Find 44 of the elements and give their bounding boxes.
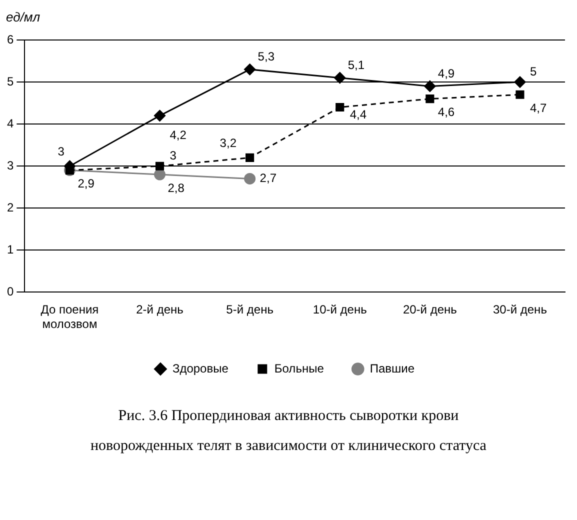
y-tick-label: 4 bbox=[6, 116, 14, 130]
point bbox=[244, 172, 256, 184]
text: Рис. 3.6 Пропердиновая активность сыворотки крови новорожденных телят в зависимости от клинического статуса bbox=[90, 407, 488, 456]
x-tick-label: 2-й день bbox=[136, 302, 184, 317]
y-axis-title: ед/мл bbox=[6, 10, 41, 25]
y-tick-label: 1 bbox=[6, 242, 14, 256]
x-tick-label: До поения молозвом bbox=[40, 302, 99, 332]
data-label: 5,1 bbox=[348, 58, 365, 72]
data-label: 3,2 bbox=[220, 136, 237, 150]
data-label: 4,4 bbox=[350, 108, 367, 122]
legend-label: Больные bbox=[274, 361, 324, 376]
legend-label: Здоровые bbox=[172, 361, 229, 376]
point bbox=[154, 168, 166, 180]
x-tick-label: 10-й день bbox=[312, 302, 367, 317]
point bbox=[336, 102, 344, 112]
data-label: 4,2 bbox=[170, 128, 187, 142]
data-label: 4,9 bbox=[438, 66, 455, 81]
data-label: 4,7 bbox=[530, 100, 547, 115]
x-tick-label: 5-й день bbox=[226, 302, 274, 317]
data-label: 5,3 bbox=[258, 50, 275, 64]
data-label: 3 bbox=[58, 144, 65, 158]
point bbox=[334, 72, 346, 84]
y-tick-label: 0 bbox=[6, 284, 14, 299]
data-label: 4,6 bbox=[438, 105, 455, 120]
y-tick-label: 5 bbox=[6, 74, 14, 88]
y-tick-label: 6 bbox=[6, 32, 14, 46]
x-tick-label: 20-й день bbox=[402, 302, 457, 317]
point bbox=[514, 76, 526, 88]
point bbox=[246, 153, 254, 162]
data-label: 2,7 bbox=[260, 171, 277, 186]
data-label: 2,8 bbox=[168, 180, 185, 195]
point bbox=[516, 90, 524, 99]
y-tick-label: 2 bbox=[6, 200, 14, 214]
point bbox=[244, 64, 256, 76]
point bbox=[426, 94, 434, 104]
data-label: 3 bbox=[170, 148, 177, 162]
point bbox=[155, 162, 164, 170]
data-label: 5 bbox=[530, 64, 537, 78]
y-tick-label: 3 bbox=[6, 158, 14, 172]
x-tick-label: 30-й день bbox=[493, 302, 547, 317]
point bbox=[154, 110, 166, 122]
legend-label: Павшие bbox=[370, 361, 415, 376]
point bbox=[424, 80, 436, 92]
data-label: 2,9 bbox=[78, 176, 95, 191]
